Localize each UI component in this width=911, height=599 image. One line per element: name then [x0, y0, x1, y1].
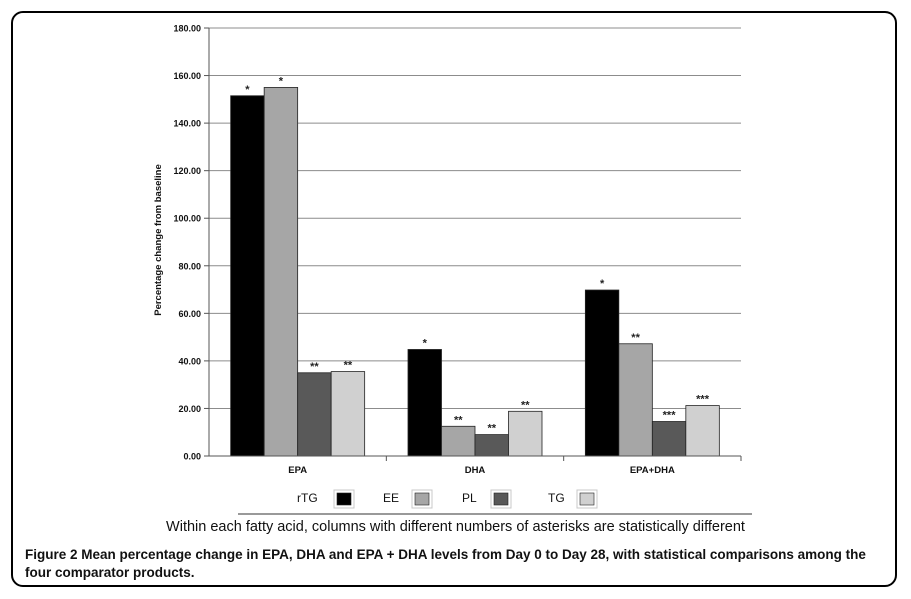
x-category-label: EPA: [288, 465, 307, 476]
y-tick-label: 140.00: [173, 119, 201, 129]
y-tick-label: 0.00: [183, 452, 201, 462]
y-tick-label: 60.00: [178, 309, 201, 319]
significance-marker: *: [423, 337, 428, 349]
significance-marker: ***: [663, 410, 677, 422]
bar-rtg-epa: [230, 95, 265, 457]
bar-chart: Percentage change from baseline **** ****…: [153, 24, 752, 515]
y-axis-label: Percentage change from baseline: [153, 164, 164, 316]
bar-ee-epa: [263, 87, 299, 457]
y-tick-label: 180.00: [173, 24, 201, 34]
legend-swatch: [579, 492, 595, 506]
bar-ee-dha: [441, 425, 476, 457]
legend-label: EE: [383, 491, 399, 505]
legend-label: rTG: [297, 491, 318, 505]
significance-marker: *: [279, 75, 284, 87]
y-tick-label: 100.00: [173, 214, 201, 224]
legend-swatch: [336, 492, 352, 506]
bar-pl-dha: [474, 434, 509, 457]
significance-marker: *: [245, 84, 250, 96]
significance-marker: **: [344, 360, 353, 372]
x-category-label: DHA: [465, 465, 486, 476]
bar-pl-epa: [297, 372, 332, 457]
legend-label: PL: [462, 491, 477, 505]
significance-marker: **: [521, 399, 530, 411]
figure-frame: [11, 11, 897, 587]
significance-marker: **: [631, 332, 640, 344]
legend-label: TG: [548, 491, 565, 505]
y-tick-label: 80.00: [178, 261, 201, 271]
bar-rtg-dha: [407, 349, 442, 457]
figure-caption: Figure 2 Mean percentage change in EPA, …: [25, 546, 885, 582]
significance-marker: *: [600, 278, 605, 290]
significance-marker: **: [487, 423, 496, 435]
caption-text: Mean percentage change in EPA, DHA and E…: [25, 547, 866, 580]
significance-marker: **: [310, 361, 319, 373]
bar-tg-epa-dha: [685, 405, 720, 457]
figure-label: Figure 2: [25, 547, 78, 562]
bar-pl-epa-dha: [651, 421, 687, 457]
bar-tg-dha: [508, 410, 543, 457]
y-tick-label: 120.00: [173, 166, 201, 176]
y-tick-label: 40.00: [178, 356, 201, 366]
bar-ee-epa-dha: [618, 343, 653, 457]
significance-marker: **: [454, 414, 463, 426]
x-category-label: EPA+DHA: [630, 465, 675, 476]
significance-marker: ***: [696, 394, 710, 406]
bar-tg-epa: [330, 371, 366, 457]
bar-rtg-epa-dha: [584, 289, 620, 457]
y-tick-label: 20.00: [178, 404, 201, 414]
y-tick-label: 160.00: [173, 71, 201, 81]
legend-swatch: [493, 492, 509, 506]
significance-note: Within each fatty acid, columns with dif…: [166, 519, 745, 535]
legend-swatch: [414, 492, 430, 506]
